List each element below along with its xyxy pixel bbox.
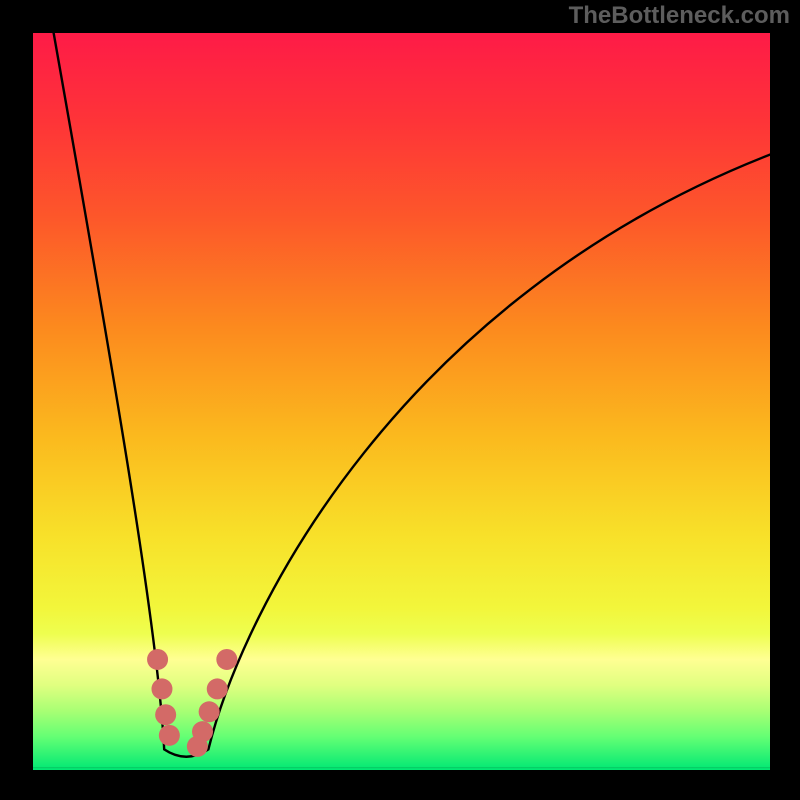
watermark-text: TheBottleneck.com xyxy=(569,2,790,30)
marker-dot xyxy=(151,678,172,699)
chart-root: TheBottleneck.com xyxy=(0,0,800,800)
marker-dot xyxy=(199,701,220,722)
marker-dot xyxy=(155,704,176,725)
curve-layer xyxy=(33,33,770,770)
marker-dot xyxy=(207,678,228,699)
marker-dot xyxy=(216,649,237,670)
marker-dot xyxy=(192,721,213,742)
marker-dot xyxy=(159,725,180,746)
marker-dot xyxy=(147,649,168,670)
bottleneck-curve xyxy=(54,33,770,757)
plot-area xyxy=(33,33,770,770)
